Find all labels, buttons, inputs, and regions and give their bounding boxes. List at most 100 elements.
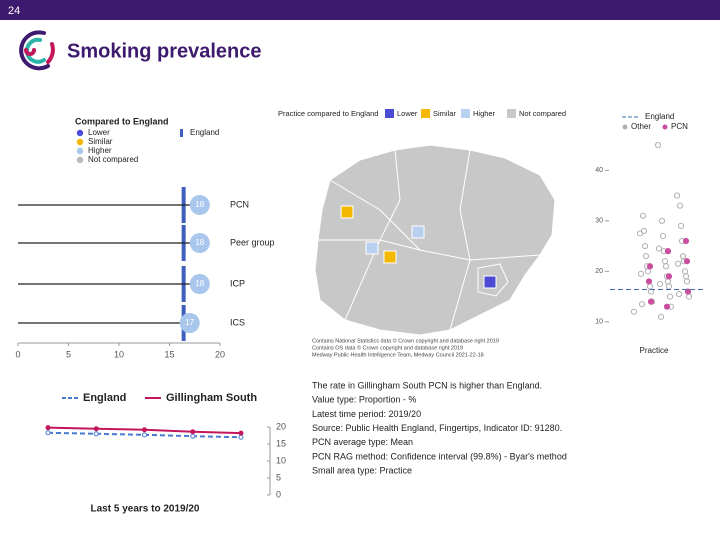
data-label: 17 [185, 318, 194, 327]
point [647, 298, 655, 305]
y-tick-label: 40 [595, 167, 603, 174]
legend-marker [76, 138, 84, 146]
data-label: 18 [195, 279, 204, 288]
legend-label: Lower [397, 109, 418, 118]
point [683, 258, 691, 265]
point [189, 274, 210, 294]
y-tick-label: 5 [276, 472, 281, 482]
point [93, 431, 99, 437]
category-label: PCN [230, 199, 249, 209]
legend-marker [662, 124, 668, 130]
point [663, 303, 671, 310]
point [189, 233, 210, 253]
point [630, 308, 638, 315]
legend-marker [76, 129, 84, 137]
x-axis-label: Practice [640, 346, 669, 355]
point [45, 430, 51, 436]
point [179, 313, 200, 333]
x-tick-label: 0 [15, 349, 20, 359]
legend-marker [385, 109, 394, 118]
map-legend-title: Practice compared to England [278, 109, 378, 118]
point [638, 301, 646, 308]
legend-marker [76, 156, 84, 164]
note: Value type: Proportion - % [312, 395, 416, 405]
point [675, 290, 683, 298]
point [681, 268, 689, 275]
legend-marker [180, 129, 183, 137]
legend-label: Not compared [519, 109, 566, 118]
x-tick-label: 10 [114, 349, 124, 359]
data-label: 18 [195, 200, 204, 209]
x-tick-label: 20 [215, 349, 225, 359]
point [93, 426, 99, 432]
point [657, 313, 665, 320]
point [658, 217, 666, 224]
map [314, 144, 556, 336]
logo [19, 30, 55, 71]
y-tick-label: 15 [276, 438, 286, 448]
category-label: ICP [230, 278, 245, 288]
note: PCN RAG method: Confidence interval (99.… [312, 451, 567, 461]
point [665, 273, 673, 280]
point [682, 273, 690, 280]
point [654, 141, 662, 149]
legend-label: Higher [88, 146, 112, 155]
point [664, 278, 672, 285]
point [142, 427, 147, 433]
y-tick-label: 10 [595, 319, 603, 326]
point [684, 288, 692, 295]
slide-number: 24 [8, 5, 20, 17]
point [637, 270, 645, 277]
point [662, 263, 670, 270]
y-tick-label: 30 [595, 218, 603, 225]
point [645, 278, 653, 285]
legend-label: Lower [88, 128, 110, 137]
point [644, 268, 652, 275]
legend-label: Similar [88, 137, 113, 146]
point [673, 192, 681, 199]
point [683, 278, 691, 285]
point [190, 433, 196, 439]
legend-marker [421, 109, 430, 118]
y-tick-label: 0 [276, 489, 281, 499]
note: Small area type: Practice [312, 466, 412, 476]
legend-label: PCN [671, 122, 688, 131]
point [674, 260, 682, 267]
legend-label: Similar [433, 109, 456, 118]
point [685, 293, 693, 300]
point [636, 230, 644, 237]
y-tick-label: 20 [595, 268, 603, 275]
x-axis-label: Last 5 years to 2019/20 [91, 504, 200, 515]
category-label: ICS [230, 317, 245, 327]
note: PCN average type: Mean [312, 437, 413, 447]
category-label: Peer group [230, 237, 275, 247]
point [656, 280, 664, 288]
legend-label: England [645, 112, 674, 121]
data-label: 18 [195, 238, 204, 247]
point [646, 263, 654, 270]
point [189, 195, 210, 215]
point [641, 242, 649, 250]
point [677, 222, 685, 229]
legend-marker [461, 109, 470, 118]
legend-label: Higher [473, 109, 496, 118]
x-tick-label: 15 [164, 349, 174, 359]
point [142, 432, 147, 438]
note: Latest time period: 2019/20 [312, 409, 421, 419]
legend-label: England [83, 392, 126, 404]
legend-title: Compared to England [75, 116, 169, 126]
note: The rate in Gillingham South PCN is high… [312, 380, 542, 390]
note: Source: Public Health England, Fingertip… [312, 423, 562, 433]
map-credit: Medway Public Health Intelligence Team, … [312, 352, 484, 358]
point [642, 253, 650, 260]
point [238, 430, 244, 436]
point [655, 245, 663, 252]
x-tick-label: 5 [66, 349, 71, 359]
legend-label: Not compared [88, 155, 138, 164]
map-credit: Contains National Statistics data © Crow… [312, 337, 499, 344]
legend-label: Other [631, 122, 651, 131]
point [664, 248, 672, 255]
point [238, 434, 244, 440]
point [646, 283, 654, 290]
